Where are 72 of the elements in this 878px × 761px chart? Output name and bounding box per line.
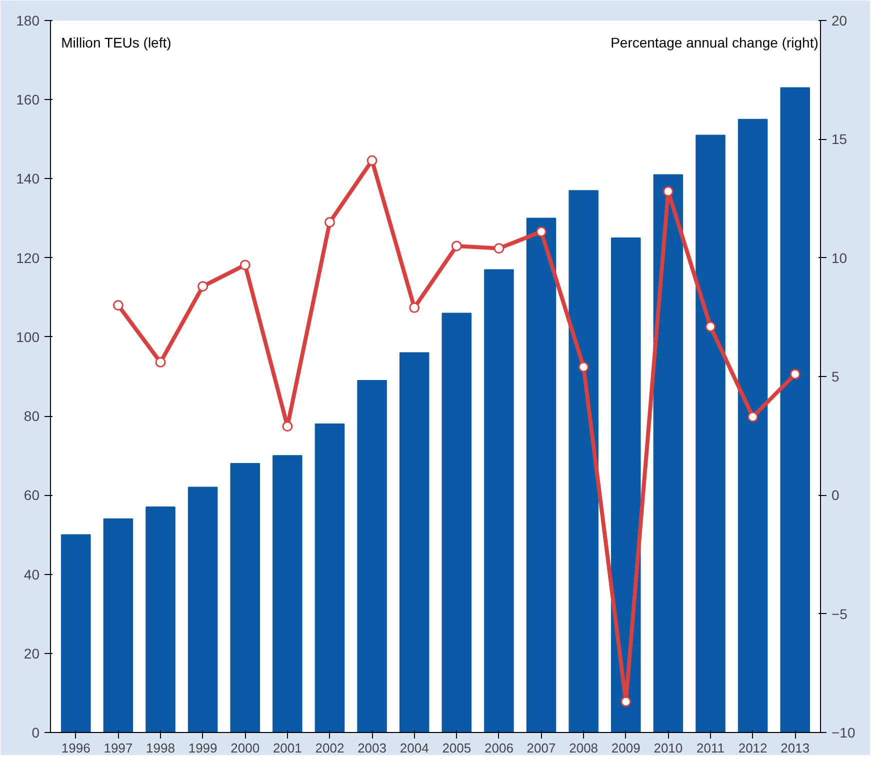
x-tick-label: 2009 — [611, 740, 640, 756]
point — [409, 302, 420, 313]
y-tick-label: 100 — [16, 328, 40, 345]
point — [494, 243, 504, 254]
x-tick-label: 2002 — [315, 740, 344, 756]
y2-tick-label: 5 — [832, 368, 840, 384]
y2-tick-label: −10 — [832, 724, 856, 740]
bar — [103, 518, 134, 732]
point — [366, 155, 378, 166]
bar — [484, 269, 514, 732]
y2-tick-label: −5 — [832, 606, 848, 622]
y2-tick-label: 20 — [832, 12, 848, 28]
bar — [442, 312, 472, 732]
bar — [653, 174, 684, 732]
bar — [696, 134, 726, 732]
y-tick-label: 120 — [16, 250, 40, 266]
x-tick-label: 1997 — [104, 740, 133, 756]
y2-tick-label: 0 — [832, 487, 840, 504]
bar — [738, 118, 768, 732]
bar — [230, 463, 260, 732]
x-tick-label: 2001 — [272, 740, 302, 756]
bar — [61, 534, 91, 732]
bar — [272, 455, 302, 732]
x-tick-label: 2008 — [569, 740, 598, 756]
x-tick-label: 2000 — [230, 740, 260, 756]
x-tick-label: 2006 — [484, 740, 514, 756]
y-tick-label: 80 — [24, 408, 40, 424]
y-tick-label: 20 — [24, 645, 40, 662]
y2-axis-title: Percentage annual change (right) — [610, 34, 818, 50]
point — [112, 300, 124, 311]
y-tick-label: 160 — [16, 92, 40, 108]
point — [282, 421, 293, 432]
bar — [188, 486, 218, 732]
y-tick-label: 0 — [32, 724, 40, 740]
x-tick-label: 2005 — [442, 740, 472, 756]
point — [620, 696, 632, 707]
x-tick-label: 2007 — [526, 740, 556, 756]
point — [578, 362, 589, 372]
point — [324, 216, 335, 228]
y-axis-title: Million TEUs (left) — [61, 34, 172, 50]
y-tick-label: 140 — [16, 170, 40, 187]
x-tick-label: 1998 — [146, 740, 175, 756]
x-tick-label: 2010 — [654, 740, 683, 756]
x-tick-label: 2012 — [738, 740, 768, 756]
x-tick-label: 2004 — [400, 740, 429, 756]
x-tick-label: 1996 — [61, 740, 90, 756]
point — [790, 368, 800, 380]
y-tick-label: 60 — [24, 487, 40, 504]
bar — [568, 190, 598, 732]
point — [198, 281, 208, 292]
bar — [780, 87, 810, 732]
bar — [526, 218, 556, 732]
point — [662, 186, 674, 197]
y2-tick-label: 15 — [832, 131, 848, 148]
point — [240, 260, 250, 270]
point — [155, 357, 166, 368]
bar — [146, 506, 176, 732]
x-tick-label: 2003 — [358, 740, 386, 756]
point — [705, 321, 716, 332]
y-tick-label: 180 — [16, 12, 40, 28]
x-tick-label: 2013 — [780, 740, 810, 756]
bar — [611, 238, 641, 732]
y-tick-label: 40 — [24, 566, 40, 582]
bar — [357, 380, 387, 732]
point — [451, 240, 462, 252]
bar — [314, 423, 345, 732]
x-tick-label: 2011 — [696, 740, 724, 756]
point — [748, 412, 758, 422]
point — [536, 226, 547, 237]
bar — [399, 352, 430, 732]
x-tick-label: 1999 — [188, 740, 218, 756]
y2-tick-label: 10 — [832, 250, 848, 266]
